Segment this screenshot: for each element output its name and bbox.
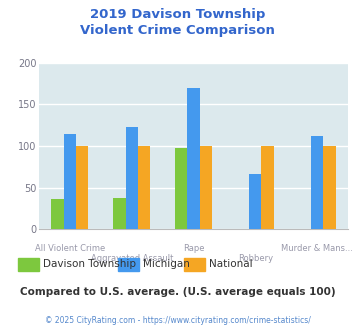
- Bar: [138, 146, 150, 229]
- Bar: [323, 146, 335, 229]
- Bar: [76, 146, 88, 229]
- Bar: [113, 198, 126, 229]
- Bar: [175, 148, 187, 229]
- Text: Rape: Rape: [183, 244, 204, 253]
- Text: © 2025 CityRating.com - https://www.cityrating.com/crime-statistics/: © 2025 CityRating.com - https://www.city…: [45, 315, 310, 325]
- Text: Davison Township: Davison Township: [43, 259, 136, 269]
- Bar: [249, 174, 261, 229]
- Text: All Violent Crime: All Violent Crime: [35, 244, 105, 253]
- Text: 2019 Davison Township
Violent Crime Comparison: 2019 Davison Township Violent Crime Comp…: [80, 8, 275, 37]
- Bar: [187, 88, 200, 229]
- Text: Compared to U.S. average. (U.S. average equals 100): Compared to U.S. average. (U.S. average …: [20, 287, 335, 297]
- Bar: [64, 134, 76, 229]
- Text: Aggravated Assault: Aggravated Assault: [91, 254, 173, 263]
- Bar: [126, 127, 138, 229]
- Text: National: National: [209, 259, 252, 269]
- Text: Robbery: Robbery: [238, 254, 273, 263]
- Bar: [261, 146, 274, 229]
- Bar: [51, 199, 64, 229]
- Text: Murder & Mans...: Murder & Mans...: [281, 244, 353, 253]
- Bar: [200, 146, 212, 229]
- Text: Michigan: Michigan: [143, 259, 190, 269]
- Bar: [311, 136, 323, 229]
